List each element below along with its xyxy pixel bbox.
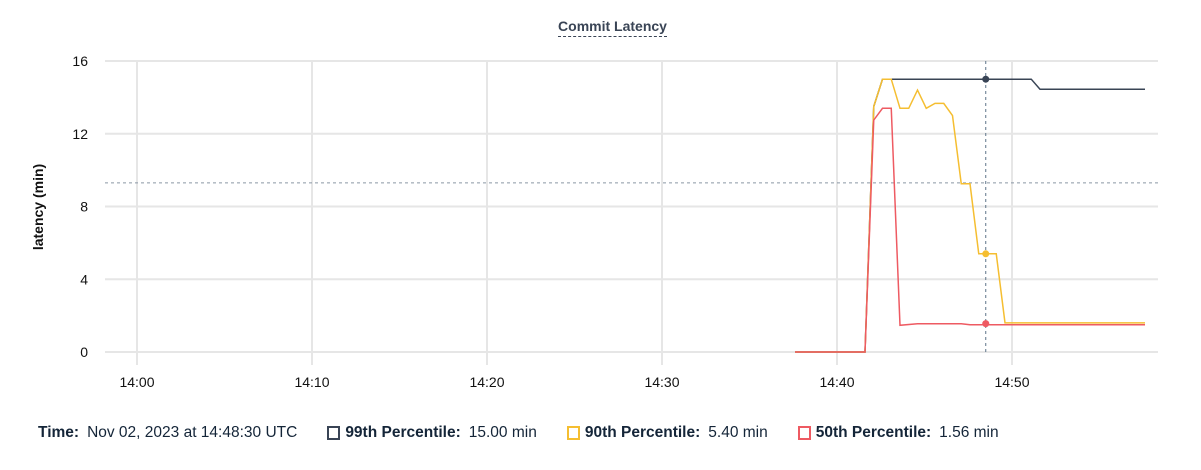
legend: Time: Nov 02, 2023 at 14:48:30 UTC 99th …: [38, 424, 999, 442]
series-line-2: [795, 107, 1145, 353]
legend-item-99th[interactable]: 99th Percentile: 15.00 min: [327, 424, 537, 442]
y-tick-label: 4: [80, 271, 88, 287]
legend-swatch: [327, 426, 341, 440]
hover-point-2: [982, 320, 990, 328]
legend-value: 5.40 min: [708, 424, 768, 441]
time-label: Time:: [38, 424, 80, 441]
chart-title-text[interactable]: Commit Latency: [558, 18, 667, 37]
y-tick-label: 16: [72, 53, 88, 69]
x-tick-label: 14:50: [994, 374, 1029, 390]
series-line-0: [795, 78, 1145, 353]
x-tick-label: 14:20: [469, 374, 504, 390]
legend-item-90th[interactable]: 90th Percentile: 5.40 min: [566, 424, 768, 442]
legend-value: 1.56 min: [939, 424, 999, 441]
y-axis-label: latency (min): [30, 164, 46, 250]
x-tick-label: 14:40: [819, 374, 854, 390]
legend-label: 99th Percentile:: [345, 424, 461, 441]
x-tick-label: 14:30: [644, 374, 679, 390]
y-tick-label: 12: [72, 126, 88, 142]
x-tick-label: 14:10: [294, 374, 329, 390]
hover-point-1: [982, 250, 990, 258]
legend-time: Time: Nov 02, 2023 at 14:48:30 UTC: [38, 424, 297, 442]
legend-item-50th[interactable]: 50th Percentile: 1.56 min: [797, 424, 999, 442]
x-tick-label: 14:00: [119, 374, 154, 390]
chart-title: Commit Latency: [0, 18, 1201, 37]
y-tick-label: 8: [80, 199, 88, 215]
hover-point-0: [982, 75, 990, 83]
legend-label: 90th Percentile:: [584, 424, 701, 441]
y-tick-label: 0: [80, 344, 88, 360]
series-line-1: [795, 78, 1145, 353]
chart-plot[interactable]: 0 4 8 12 16 14:00 14:10 14:20 14:30 14:40 14:50 lat…: [0, 0, 1201, 410]
legend-swatch: [566, 426, 580, 440]
legend-label: 50th Percentile:: [815, 424, 932, 441]
legend-value: 15.00 min: [468, 424, 537, 441]
legend-swatch: [797, 426, 811, 440]
time-value: Nov 02, 2023 at 14:48:30 UTC: [87, 424, 298, 441]
